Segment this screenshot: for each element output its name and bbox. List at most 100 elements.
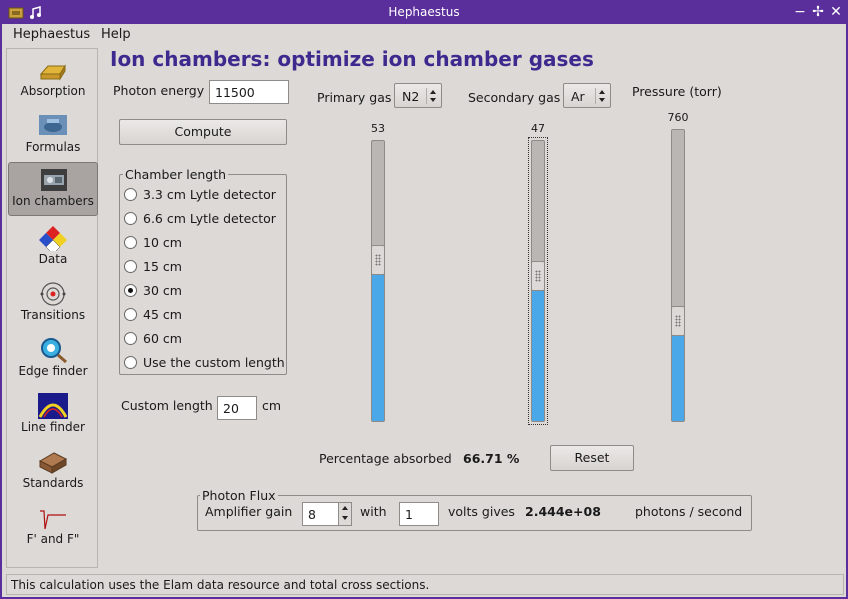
sidebar-item-line-finder[interactable]: Line finder — [8, 389, 98, 443]
sidebar-item-label: Edge finder — [18, 364, 88, 378]
compute-button[interactable]: Compute — [119, 119, 287, 145]
menu-hephaestus[interactable]: Hephaestus — [13, 27, 91, 42]
secondary-gas-value: Ar — [571, 89, 585, 104]
radio-label: 6.6 cm Lytle detector — [143, 211, 276, 226]
slider-handle[interactable] — [532, 261, 544, 291]
sidebar-item-ion-chambers[interactable]: Ion chambers — [8, 162, 98, 216]
radio-circle[interactable] — [124, 356, 137, 369]
primary-slider-value: 53 — [371, 122, 385, 135]
photon-flux-group — [197, 495, 752, 531]
custom-length-label: Custom length — [121, 398, 213, 413]
sidebar-item-label: Formulas — [25, 140, 81, 154]
radio-circle[interactable] — [124, 332, 137, 345]
flux-result: 2.444e+08 — [525, 504, 601, 519]
status-bar: This calculation uses the Elam data reso… — [6, 574, 844, 595]
sidebar-item-label: F' and F" — [26, 532, 80, 546]
secondary-slider-value: 47 — [531, 122, 545, 135]
app-icon — [8, 7, 24, 19]
photon-energy-input[interactable]: 11500 — [209, 80, 289, 104]
amplifier-gain-label: Amplifier gain — [205, 504, 293, 519]
sidebar-item-absorption[interactable]: Absorption — [8, 53, 98, 107]
sample-box-icon — [38, 452, 68, 474]
custom-length-input[interactable]: 20 — [217, 396, 257, 420]
radio-label: 30 cm — [143, 283, 182, 298]
slider-fill — [372, 273, 384, 421]
flux-unit: photons / second — [635, 504, 743, 519]
slider-focus-ring — [528, 137, 548, 425]
sidebar-item-formulas[interactable]: Formulas — [8, 109, 98, 163]
radio-label: Use the custom length — [143, 355, 285, 370]
photon-energy-label: Photon energy — [113, 83, 205, 98]
slider-handle[interactable] — [372, 245, 384, 275]
percentage-label: Percentage absorbed — [319, 451, 452, 466]
radio-circle[interactable] — [124, 260, 137, 273]
primary-gas-select[interactable]: N2 — [394, 83, 442, 108]
pressure-slider-value: 760 — [667, 111, 689, 124]
chamber-length-radio[interactable]: 60 cm — [124, 330, 294, 348]
pressure-slider[interactable] — [671, 129, 685, 422]
secondary-gas-slider[interactable] — [531, 140, 545, 422]
percentage-value: 66.71 % — [463, 451, 520, 466]
radio-circle[interactable] — [124, 308, 137, 321]
secondary-gas-label: Secondary gas — [468, 90, 561, 105]
secondary-gas-select[interactable]: Ar — [563, 83, 611, 108]
sidebar-item-label: Ion chambers — [12, 194, 94, 208]
formulas-icon — [39, 115, 67, 135]
music-note-icon[interactable] — [28, 5, 44, 21]
gold-bar-icon — [39, 64, 66, 81]
chamber-length-radio[interactable]: 10 cm — [124, 234, 294, 252]
sidebar-item-label: Transitions — [20, 308, 86, 322]
chamber-length-radio[interactable]: 30 cm — [124, 282, 294, 300]
radio-circle[interactable] — [124, 284, 137, 297]
sidebar-item-label: Standards — [22, 476, 84, 490]
chamber-length-radio[interactable]: 6.6 cm Lytle detector — [124, 210, 294, 228]
photon-flux-title: Photon Flux — [200, 488, 278, 503]
sidebar-item-data[interactable]: Data — [8, 221, 98, 275]
radio-circle[interactable] — [124, 188, 137, 201]
slider-fill — [672, 334, 684, 421]
volts-gives-label: volts gives — [448, 504, 515, 519]
chamber-length-title: Chamber length — [123, 167, 229, 182]
menu-bar: Hephaestus Help — [2, 24, 846, 46]
close-icon[interactable]: ✕ — [830, 4, 842, 20]
sidebar-item-label: Data — [38, 252, 68, 266]
spin-arrows-icon — [595, 88, 607, 104]
chamber-length-radio[interactable]: 3.3 cm Lytle detector — [124, 186, 294, 204]
sidebar-item-standards[interactable]: Standards — [8, 445, 98, 499]
window-title: Hephaestus — [388, 5, 460, 19]
primary-gas-slider[interactable] — [371, 140, 385, 422]
radio-label: 60 cm — [143, 331, 182, 346]
slider-fill — [532, 289, 544, 421]
radio-circle[interactable] — [124, 236, 137, 249]
sidebar-item-label: Line finder — [21, 420, 85, 434]
with-label: with — [360, 504, 387, 519]
reset-button[interactable]: Reset — [550, 445, 634, 471]
amplifier-gain-value: 8 — [308, 507, 316, 522]
page-title: Ion chambers: optimize ion chamber gases — [110, 47, 594, 71]
chamber-length-radio[interactable]: 45 cm — [124, 306, 294, 324]
menu-help[interactable]: Help — [101, 27, 131, 42]
title-bar: Hephaestus − ✢ ✕ — [2, 2, 846, 24]
f-prime-curve-icon — [40, 510, 66, 530]
radio-label: 10 cm — [143, 235, 182, 250]
radio-circle[interactable] — [124, 212, 137, 225]
spin-arrows-icon[interactable] — [338, 503, 351, 525]
chamber-length-radio[interactable]: Use the custom length — [124, 354, 294, 372]
line-finder-icon — [38, 393, 68, 419]
pin-icon[interactable]: ✢ — [812, 4, 824, 20]
ion-chamber-icon — [41, 169, 67, 191]
amplifier-gain-spinbox[interactable]: 8 — [302, 502, 352, 526]
sidebar-item-label: Absorption — [20, 84, 86, 98]
sidebar-item-f-prime[interactable]: F' and F" — [8, 501, 98, 555]
radio-label: 15 cm — [143, 259, 182, 274]
custom-length-unit: cm — [262, 398, 282, 413]
minimize-icon[interactable]: − — [794, 4, 806, 20]
sidebar-item-edge-finder[interactable]: Edge finder — [8, 333, 98, 387]
primary-gas-label: Primary gas — [317, 90, 392, 105]
sidebar-item-transitions[interactable]: Transitions — [8, 277, 98, 331]
slider-handle[interactable] — [672, 306, 684, 336]
radio-label: 45 cm — [143, 307, 182, 322]
volts-input[interactable]: 1 — [399, 502, 439, 526]
chamber-length-radio[interactable]: 15 cm — [124, 258, 294, 276]
